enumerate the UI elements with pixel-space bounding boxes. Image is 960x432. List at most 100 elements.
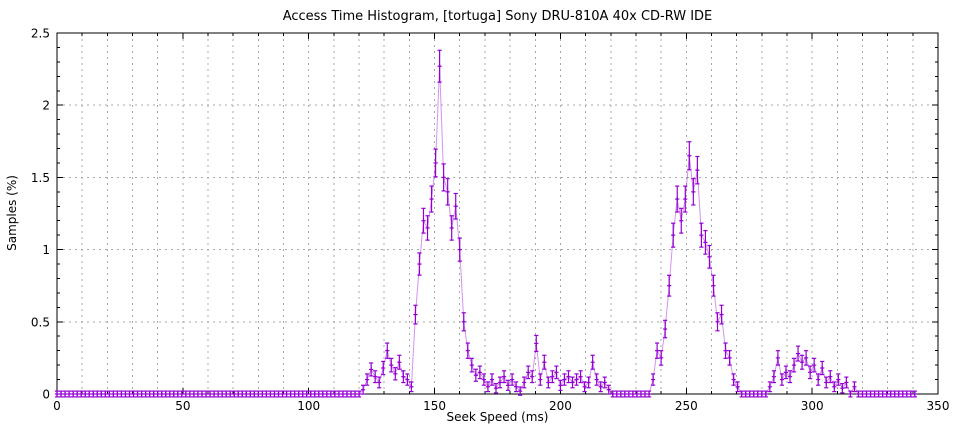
data-point bbox=[751, 390, 756, 398]
data-point bbox=[393, 367, 398, 381]
data-point bbox=[574, 373, 579, 386]
data-point bbox=[783, 365, 789, 380]
data-point bbox=[75, 390, 80, 398]
data-point bbox=[429, 185, 434, 213]
data-point bbox=[505, 379, 511, 391]
tick-labels: 0 50 100 150 200 250 300 350 0 0.5 1 1.5 2 2.5 bbox=[31, 27, 950, 414]
data-point bbox=[66, 390, 72, 398]
data-point bbox=[892, 390, 897, 398]
data-point bbox=[795, 345, 801, 362]
data-point bbox=[707, 244, 712, 269]
data-point bbox=[445, 178, 450, 206]
data-point bbox=[779, 373, 785, 386]
data-point bbox=[421, 207, 426, 234]
data-point bbox=[304, 390, 309, 398]
data-point bbox=[135, 390, 140, 398]
data-point bbox=[501, 370, 507, 384]
data-point bbox=[735, 381, 740, 393]
plot-border bbox=[56, 32, 939, 395]
data-point bbox=[71, 390, 76, 398]
data-point bbox=[522, 376, 527, 389]
data-point bbox=[884, 390, 889, 398]
data-point bbox=[840, 383, 845, 394]
data-point bbox=[461, 312, 466, 332]
data-point bbox=[385, 342, 390, 359]
data-point bbox=[272, 390, 277, 398]
data-point bbox=[791, 357, 797, 373]
data-point bbox=[58, 390, 64, 398]
data-point bbox=[546, 376, 551, 389]
data-point bbox=[119, 390, 124, 398]
data-point bbox=[808, 365, 813, 380]
data-point bbox=[236, 390, 241, 398]
data-point bbox=[62, 390, 68, 398]
data-point bbox=[87, 390, 92, 398]
y-tick-label: 0.5 bbox=[31, 315, 50, 329]
data-point bbox=[590, 354, 595, 370]
data-point bbox=[356, 390, 362, 398]
data-point bbox=[550, 370, 555, 384]
data-point bbox=[626, 390, 631, 398]
data-point bbox=[369, 362, 374, 377]
data-point bbox=[481, 373, 487, 386]
data-point bbox=[904, 390, 909, 398]
data-point bbox=[771, 370, 776, 384]
data-point bbox=[848, 390, 853, 398]
data-point bbox=[123, 390, 128, 398]
data-point bbox=[171, 390, 176, 398]
data-point bbox=[389, 357, 394, 373]
data-point bbox=[787, 370, 793, 384]
data-point bbox=[441, 163, 446, 192]
data-point bbox=[691, 178, 696, 206]
data-point bbox=[199, 390, 205, 398]
data-point bbox=[828, 370, 833, 384]
data-point bbox=[187, 390, 193, 398]
data-point bbox=[352, 390, 358, 398]
data-point bbox=[248, 390, 253, 398]
data-point bbox=[195, 390, 201, 398]
data-point bbox=[264, 390, 269, 398]
data-point bbox=[912, 390, 917, 398]
data-point bbox=[240, 390, 245, 398]
data-point bbox=[634, 390, 640, 398]
data-points bbox=[54, 49, 917, 398]
data-point bbox=[614, 390, 619, 398]
grid bbox=[57, 33, 938, 394]
data-point bbox=[650, 373, 656, 386]
x-tick-label: 350 bbox=[927, 399, 950, 413]
data-point bbox=[425, 215, 430, 241]
data-point bbox=[896, 390, 901, 398]
data-point bbox=[103, 390, 108, 398]
y-tick-label: 1.5 bbox=[31, 171, 50, 185]
data-point bbox=[449, 215, 454, 241]
data-point bbox=[296, 390, 301, 398]
data-point bbox=[699, 222, 704, 248]
data-point bbox=[381, 360, 386, 376]
data-point bbox=[244, 390, 249, 398]
data-point bbox=[554, 365, 559, 380]
data-point bbox=[224, 390, 229, 398]
x-axis-label: Seek Speed (ms) bbox=[446, 410, 549, 424]
data-point bbox=[360, 384, 366, 395]
y-tick-label: 2 bbox=[42, 99, 50, 113]
data-point bbox=[191, 390, 197, 398]
data-point bbox=[328, 390, 333, 398]
data-point bbox=[642, 390, 648, 398]
data-point bbox=[880, 390, 885, 398]
data-point bbox=[308, 390, 313, 398]
data-point bbox=[489, 373, 495, 386]
data-point bbox=[211, 390, 217, 398]
data-point bbox=[872, 390, 877, 398]
data-point bbox=[397, 354, 402, 370]
data-point bbox=[602, 376, 607, 389]
data-point bbox=[336, 390, 342, 398]
data-point bbox=[139, 390, 144, 398]
data-point bbox=[538, 373, 543, 386]
data-point bbox=[107, 390, 112, 398]
data-point bbox=[703, 230, 708, 255]
data-point bbox=[844, 376, 849, 389]
data-point bbox=[594, 373, 599, 386]
data-point bbox=[324, 390, 329, 398]
data-point bbox=[852, 381, 857, 393]
